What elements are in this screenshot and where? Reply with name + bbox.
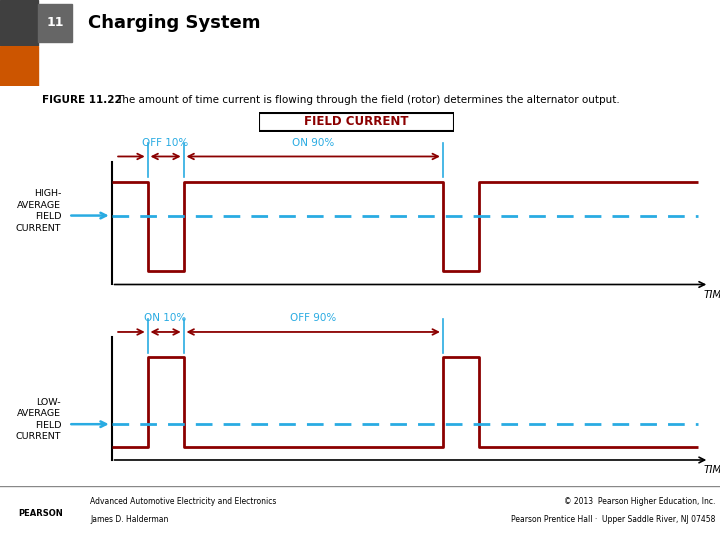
Text: ON 10%: ON 10% bbox=[145, 313, 186, 323]
Text: Charging System: Charging System bbox=[88, 14, 261, 32]
Bar bbox=[38, 4, 72, 42]
Text: ON 90%: ON 90% bbox=[292, 138, 334, 147]
Bar bbox=[5, 492, 77, 534]
Text: The amount of time current is flowing through the field (rotor) determines the a: The amount of time current is flowing th… bbox=[116, 95, 620, 105]
Text: LOW-
AVERAGE
FIELD
CURRENT: LOW- AVERAGE FIELD CURRENT bbox=[16, 398, 61, 441]
Bar bbox=[0, 0, 38, 46]
Text: TIME: TIME bbox=[704, 290, 720, 300]
Text: PEARSON: PEARSON bbox=[19, 509, 63, 517]
Text: Advanced Automotive Electricity and Electronics: Advanced Automotive Electricity and Elec… bbox=[90, 497, 276, 507]
Text: OFF 10%: OFF 10% bbox=[143, 138, 189, 147]
Text: © 2013  Pearson Higher Education, Inc.: © 2013 Pearson Higher Education, Inc. bbox=[564, 497, 715, 507]
Text: FIGURE 11.22: FIGURE 11.22 bbox=[42, 95, 122, 105]
Text: TIME: TIME bbox=[704, 465, 720, 475]
Text: James D. Halderman: James D. Halderman bbox=[90, 516, 168, 524]
Bar bbox=[0, 46, 38, 86]
Text: FIELD CURRENT: FIELD CURRENT bbox=[304, 115, 409, 128]
Text: Pearson Prentice Hall ·  Upper Saddle River, NJ 07458: Pearson Prentice Hall · Upper Saddle Riv… bbox=[510, 516, 715, 524]
Text: HIGH-
AVERAGE
FIELD
CURRENT: HIGH- AVERAGE FIELD CURRENT bbox=[16, 190, 61, 233]
Text: 11: 11 bbox=[46, 16, 64, 30]
Text: OFF 90%: OFF 90% bbox=[290, 313, 336, 323]
